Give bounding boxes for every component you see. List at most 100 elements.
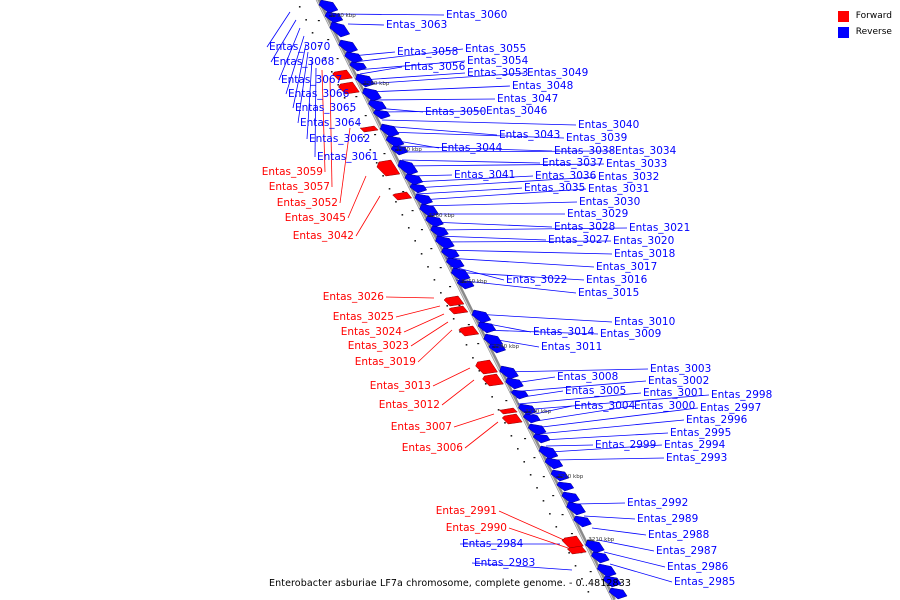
gene-label: Entas_3058 (397, 46, 458, 58)
gene-label: Entas_3036 (535, 170, 597, 182)
leader-lines-layer (266, 11, 710, 583)
reverse-feature (488, 343, 507, 354)
guide-dot (388, 188, 391, 190)
tick-label: 3220 kbp (557, 474, 583, 480)
reverse-feature (573, 515, 592, 528)
reverse-feature (355, 73, 375, 88)
gene-label: Entas_2991 (436, 505, 497, 517)
gene-label: Entas_3066 (288, 88, 350, 100)
reverse-feature (550, 469, 570, 482)
guide-dot (478, 370, 481, 372)
leader-line (464, 421, 499, 449)
leader-line (549, 444, 663, 453)
leader-line (355, 195, 381, 237)
reverse-feature (338, 39, 359, 54)
track-marker (430, 248, 433, 250)
gene-label: Entas_2983 (474, 557, 535, 569)
leader-line (329, 77, 333, 188)
guide-dot (491, 396, 493, 398)
gene-label: Entas_3050 (425, 106, 486, 118)
guide-dot (311, 32, 314, 34)
reverse-feature (566, 501, 586, 516)
leader-line (603, 551, 666, 568)
gene-label: Entas_3028 (554, 221, 615, 233)
tick-label: 3260 kbp (429, 213, 455, 219)
leader-line (455, 279, 577, 294)
leader-line (361, 72, 466, 81)
leader-line (395, 305, 441, 318)
reverse-feature (419, 203, 439, 218)
gene-label: Entas_3007 (391, 421, 452, 433)
gene-label: Entas_3008 (557, 371, 618, 383)
reverse-feature (511, 389, 529, 400)
gene-label: Entas_3061 (317, 151, 378, 163)
tick-label: 3270 kbp (396, 147, 422, 153)
leader-line (278, 27, 301, 81)
gene-label: Entas_3011 (541, 341, 602, 353)
gene-label: Entas_2984 (462, 538, 524, 550)
leader-line (545, 444, 594, 447)
reverse-feature (556, 481, 575, 492)
gene-label: Entas_3005 (565, 385, 626, 397)
track-marker (467, 324, 470, 326)
leader-line (266, 11, 291, 48)
guide-dot (472, 357, 474, 359)
genome-caption: Enterobacter asburiae LF7a chromosome, c… (269, 578, 631, 589)
leader-line (353, 48, 464, 63)
gene-label: Entas_3044 (441, 142, 503, 154)
gene-label: Entas_2997 (700, 402, 761, 414)
backbone-highlight (316, 0, 614, 600)
gene-label: Entas_3027 (548, 234, 609, 246)
leader-line (306, 59, 313, 140)
track-marker (458, 305, 461, 307)
gene-label: Entas_3054 (467, 55, 529, 67)
gene-label: Entas_3017 (596, 261, 657, 273)
forward-swatch (837, 10, 849, 22)
leader-line (509, 380, 647, 393)
leader-line (432, 367, 471, 387)
leader-line (481, 329, 599, 335)
gene-label: Entas_3022 (506, 274, 567, 286)
gene-label: Entas_3053 (467, 67, 528, 79)
backbone-line (315, 0, 616, 600)
leader-line (417, 329, 453, 363)
guide-dot (433, 279, 436, 281)
reverse-feature (585, 539, 605, 554)
gene-label: Entas_3040 (578, 119, 639, 131)
reverse-feature (450, 267, 471, 282)
guide-dot (401, 214, 404, 216)
guide-dot (484, 383, 487, 385)
guide-dot (549, 513, 551, 515)
leader-line (445, 257, 595, 268)
track-marker (561, 514, 564, 516)
track-marker (317, 20, 320, 22)
backbone-layer (298, 0, 616, 600)
legend-reverse-label: Reverse (855, 27, 892, 37)
reverse-feature (435, 235, 455, 250)
gene-label: Entas_3063 (386, 19, 447, 31)
leader-line (383, 125, 498, 136)
guide-dot (542, 500, 545, 502)
leader-line (421, 201, 578, 207)
guide-dot (343, 97, 346, 99)
leader-line (517, 392, 642, 405)
leader-line (553, 457, 665, 461)
reverse-feature (561, 491, 581, 504)
track-marker (420, 229, 423, 231)
gene-label: Entas_3068 (273, 56, 334, 68)
leader-line (449, 265, 505, 281)
leader-line (314, 67, 317, 158)
gene-label: Entas_3048 (512, 80, 573, 92)
legend-reverse: Reverse (837, 24, 892, 40)
leader-line (529, 405, 633, 423)
gene-label: Entas_3056 (404, 61, 466, 73)
forward-feature (443, 295, 465, 307)
tick-label: 3240 kbp (493, 344, 519, 350)
gene-label: Entas_3016 (586, 274, 648, 286)
gene-label: Entas_3025 (333, 311, 394, 323)
gene-label: Entas_2998 (711, 389, 772, 401)
gene-label: Entas_3004 (574, 400, 636, 412)
guide-dot (529, 474, 532, 476)
guide-dot (504, 422, 506, 424)
